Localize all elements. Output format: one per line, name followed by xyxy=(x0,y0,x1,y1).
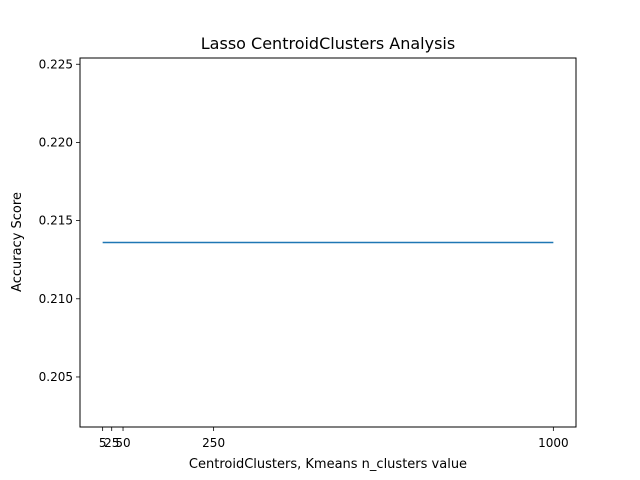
x-tick-label: 5 xyxy=(99,436,107,450)
y-tick-label: 0.215 xyxy=(39,214,73,228)
y-axis: 0.205 0.210 0.215 0.220 0.225 xyxy=(39,57,80,384)
y-tick-label: 0.225 xyxy=(39,57,73,71)
x-tick-label: 50 xyxy=(115,436,130,450)
y-tick-label: 0.205 xyxy=(39,370,73,384)
x-tick-label: 25 xyxy=(104,436,119,450)
y-tick-label: 0.210 xyxy=(39,292,73,306)
x-axis-label: CentroidClusters, Kmeans n_clusters valu… xyxy=(189,457,467,472)
plot-area-frame xyxy=(79,57,577,428)
x-tick-label: 250 xyxy=(202,436,225,450)
y-tick-label: 0.220 xyxy=(39,135,73,149)
x-tick-label: 1000 xyxy=(538,436,569,450)
chart-title: Lasso CentroidClusters Analysis xyxy=(201,34,455,53)
y-axis-label: Accuracy Score xyxy=(10,192,25,292)
